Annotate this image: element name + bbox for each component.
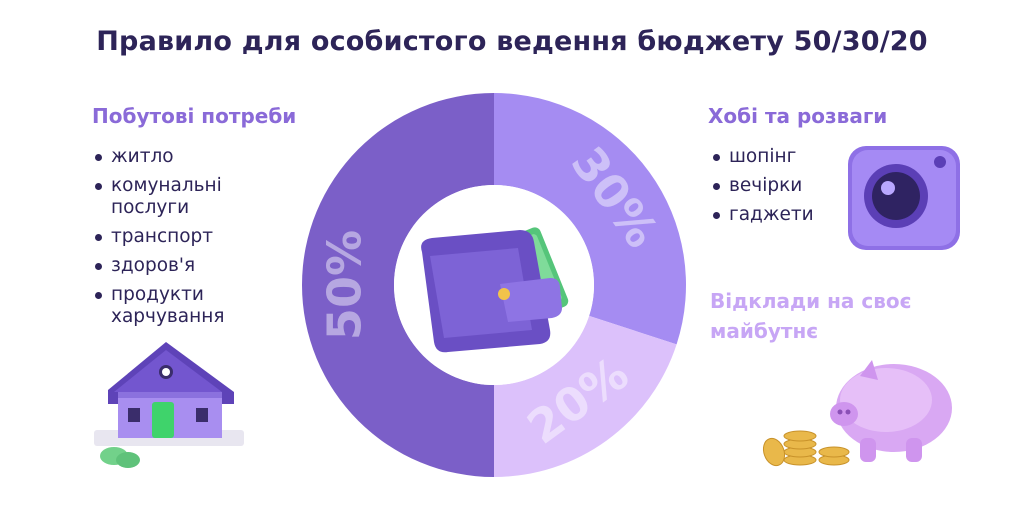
list-item: шопінг [712, 146, 852, 168]
savings-heading: Відклади на своє майбутнє [710, 289, 912, 343]
list-item: продукти харчування [94, 284, 251, 328]
needs-list: житло комунальні послуги транспорт здоро… [94, 146, 284, 335]
list-item: комунальні послуги [94, 175, 241, 219]
list-item: здоров'я [94, 255, 284, 277]
camera-icon [848, 146, 960, 250]
wants-list: шопінг вечірки гаджети [712, 146, 852, 233]
list-item: житло [94, 146, 284, 168]
list-item: вечірки [712, 175, 852, 197]
donut-slice [494, 93, 686, 345]
needs-heading: Побутові потреби [92, 104, 297, 128]
list-item: гаджети [712, 204, 852, 226]
wants-heading: Хобі та розваги [708, 104, 888, 128]
donut-slice [494, 315, 677, 477]
page-title: Правило для особистого ведення бюджету 5… [96, 26, 928, 57]
slice-label: 50% [318, 230, 372, 340]
list-item: транспорт [94, 226, 284, 248]
wallet-icon [421, 227, 569, 353]
house-icon [94, 342, 244, 468]
piggy-bank-icon [762, 360, 952, 467]
donut-slice [302, 93, 494, 477]
